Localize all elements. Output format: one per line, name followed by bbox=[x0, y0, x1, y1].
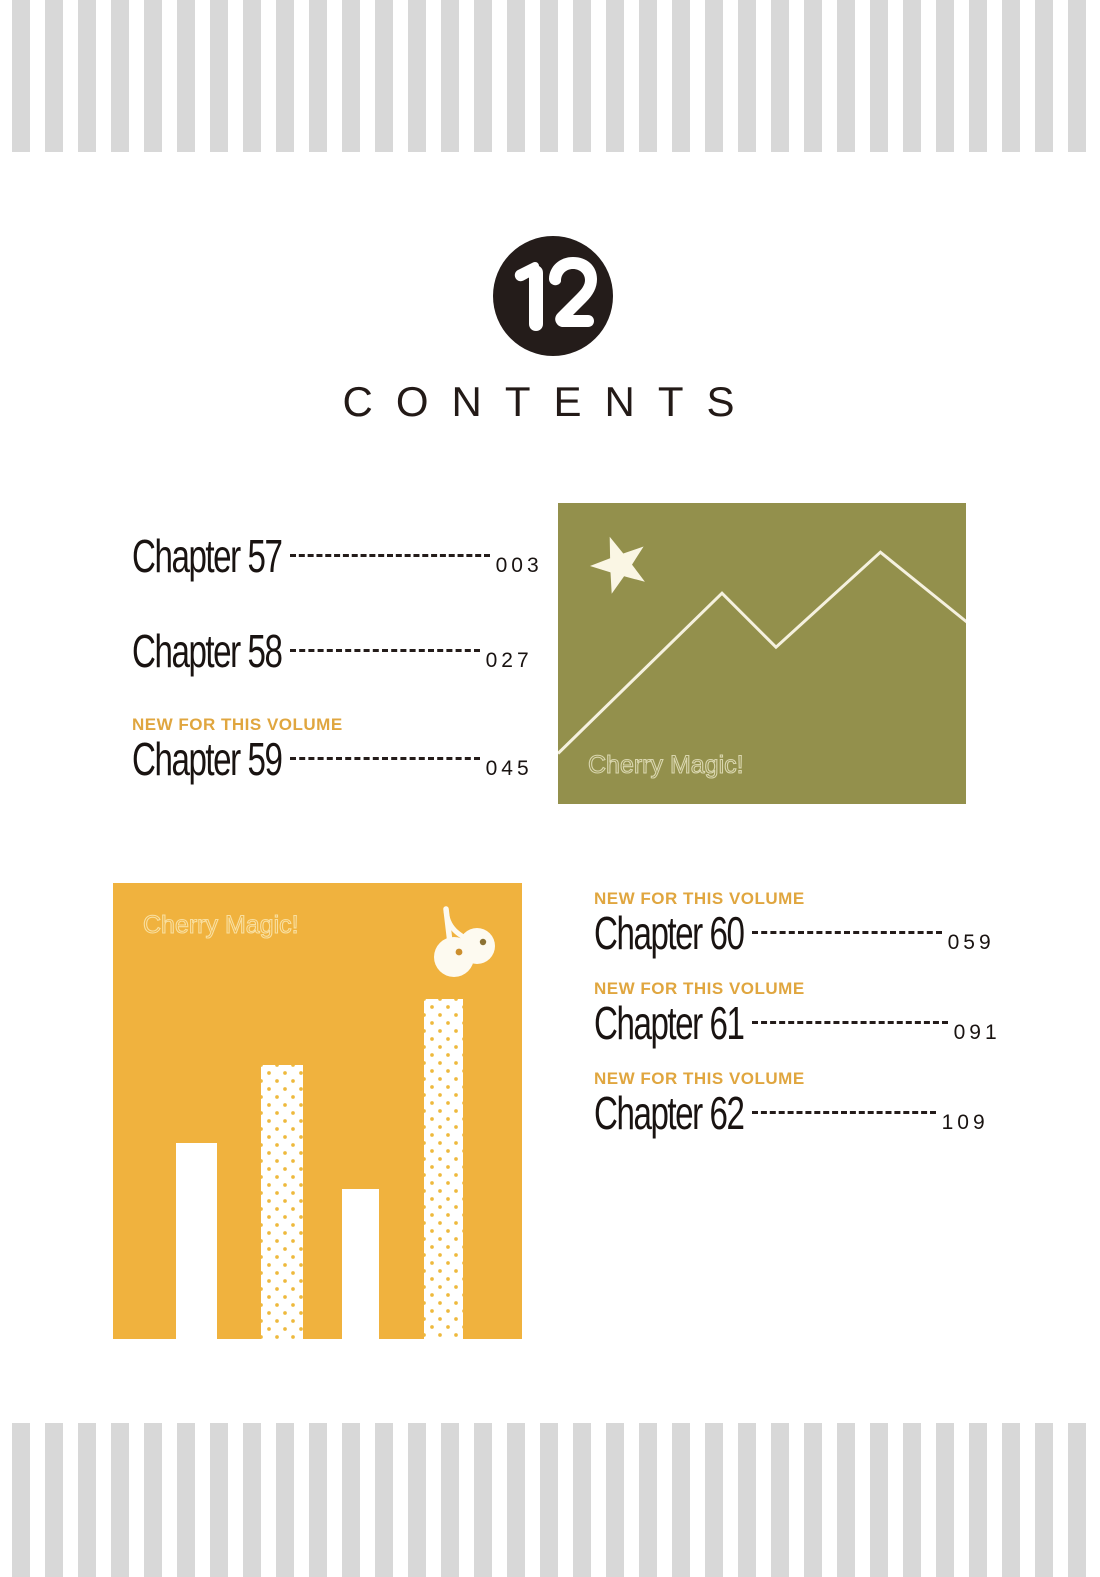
svg-text:Cherry Magic!: Cherry Magic! bbox=[143, 911, 299, 939]
svg-text:Cherry Magic!: Cherry Magic! bbox=[588, 751, 744, 779]
